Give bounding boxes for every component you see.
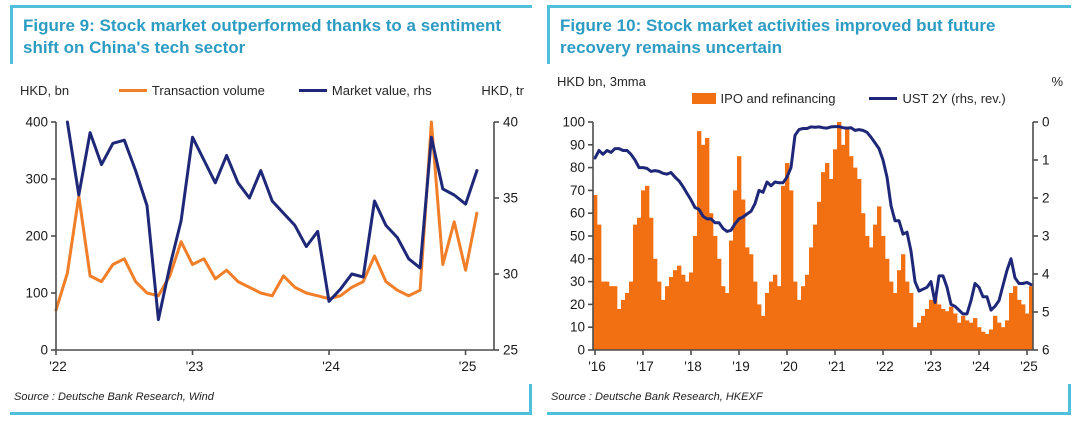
figure9-left-axis-unit: HKD, bn <box>20 82 70 98</box>
svg-text:'23: '23 <box>924 359 942 374</box>
svg-text:'20: '20 <box>780 359 798 374</box>
transaction-volume-line-swatch <box>118 88 147 92</box>
svg-text:80: 80 <box>570 160 585 175</box>
svg-text:100: 100 <box>562 115 585 130</box>
figure9-panel: Figure 9: Stock market outperformed than… <box>10 5 532 416</box>
svg-text:'25: '25 <box>1020 359 1038 374</box>
svg-text:'18: '18 <box>684 359 702 374</box>
figure9-legend-row: HKD, bn Transaction volume Market value,… <box>10 72 532 108</box>
svg-text:25: 25 <box>503 343 518 358</box>
ust-2y-line-swatch <box>869 97 898 101</box>
svg-text:35: 35 <box>503 191 518 206</box>
svg-text:'19: '19 <box>732 359 750 374</box>
svg-text:400: 400 <box>25 115 48 130</box>
figure10-left-axis-unit: HKD bn, 3mma <box>557 74 646 90</box>
svg-text:70: 70 <box>570 183 585 198</box>
figure9-chart: 0 100 200 300 400 25 30 35 40 '22 '23 '24 '25 <box>25 115 518 375</box>
svg-text:3: 3 <box>1042 229 1050 244</box>
figure10-title: Figure 10: Stock market activities impro… <box>547 5 1071 65</box>
svg-text:'25: '25 <box>459 359 477 374</box>
legend-transaction-volume-label: Transaction volume <box>151 82 265 98</box>
figure10-legend-row: HKD bn, 3mma IPO and refinancing UST 2Y … <box>547 72 1071 108</box>
svg-text:'23: '23 <box>186 359 204 374</box>
figure10-panel: Figure 10: Stock market activities impro… <box>547 5 1071 416</box>
svg-text:0: 0 <box>40 343 48 358</box>
figure10-source: Source : Deutsche Bank Research, HKEXF <box>547 384 1071 416</box>
legend-ipo-refinancing-label: IPO and refinancing <box>720 91 836 107</box>
svg-text:'24: '24 <box>972 359 990 374</box>
legend-market-value: Market value, rhs <box>298 82 432 98</box>
legend-ipo-refinancing: IPO and refinancing <box>691 91 836 107</box>
svg-text:30: 30 <box>570 274 585 289</box>
svg-text:2: 2 <box>1042 191 1050 206</box>
svg-text:6: 6 <box>1042 343 1050 358</box>
svg-text:5: 5 <box>1042 305 1050 320</box>
svg-text:40: 40 <box>570 251 585 266</box>
svg-text:60: 60 <box>570 206 585 221</box>
svg-text:0: 0 <box>1042 115 1050 130</box>
svg-text:'22: '22 <box>49 359 67 374</box>
figure9-title: Figure 9: Stock market outperformed than… <box>10 5 532 65</box>
figure9-legend: Transaction volume Market value, rhs <box>73 83 477 98</box>
svg-text:'21: '21 <box>828 359 846 374</box>
ipo-refinancing-bar-swatch <box>691 93 716 105</box>
svg-text:4: 4 <box>1042 267 1050 282</box>
svg-text:200: 200 <box>25 229 48 244</box>
figure10-right-axis-unit: % <box>1051 74 1063 90</box>
svg-text:100: 100 <box>25 286 48 301</box>
legend-market-value-label: Market value, rhs <box>331 82 432 98</box>
figure10-chart: 0 10 20 30 40 50 60 70 80 90 100 0 1 2 3 4 5 6 '16 '17 '18 '1… <box>562 115 1050 375</box>
figure10-legend: IPO and refinancing UST 2Y (rhs, rev.) <box>650 91 1048 108</box>
legend-transaction-volume: Transaction volume <box>118 82 265 98</box>
svg-text:1: 1 <box>1042 153 1050 168</box>
svg-text:'22: '22 <box>876 359 894 374</box>
svg-text:'17: '17 <box>636 359 654 374</box>
svg-text:40: 40 <box>503 115 518 130</box>
svg-text:300: 300 <box>25 172 48 187</box>
svg-text:10: 10 <box>570 320 585 335</box>
market-value-line-swatch <box>298 88 327 92</box>
figure9-right-axis-unit: HKD, tr <box>481 82 524 98</box>
svg-text:20: 20 <box>570 297 585 312</box>
svg-text:'24: '24 <box>322 359 340 374</box>
svg-text:0: 0 <box>577 343 585 358</box>
legend-ust-2y: UST 2Y (rhs, rev.) <box>869 91 1006 107</box>
legend-ust-2y-label: UST 2Y (rhs, rev.) <box>902 91 1006 107</box>
figure9-source: Source : Deutsche Bank Research, Wind <box>10 384 532 416</box>
svg-text:30: 30 <box>503 267 518 282</box>
svg-text:50: 50 <box>570 229 585 244</box>
svg-text:'16: '16 <box>588 359 606 374</box>
svg-text:90: 90 <box>570 137 585 152</box>
